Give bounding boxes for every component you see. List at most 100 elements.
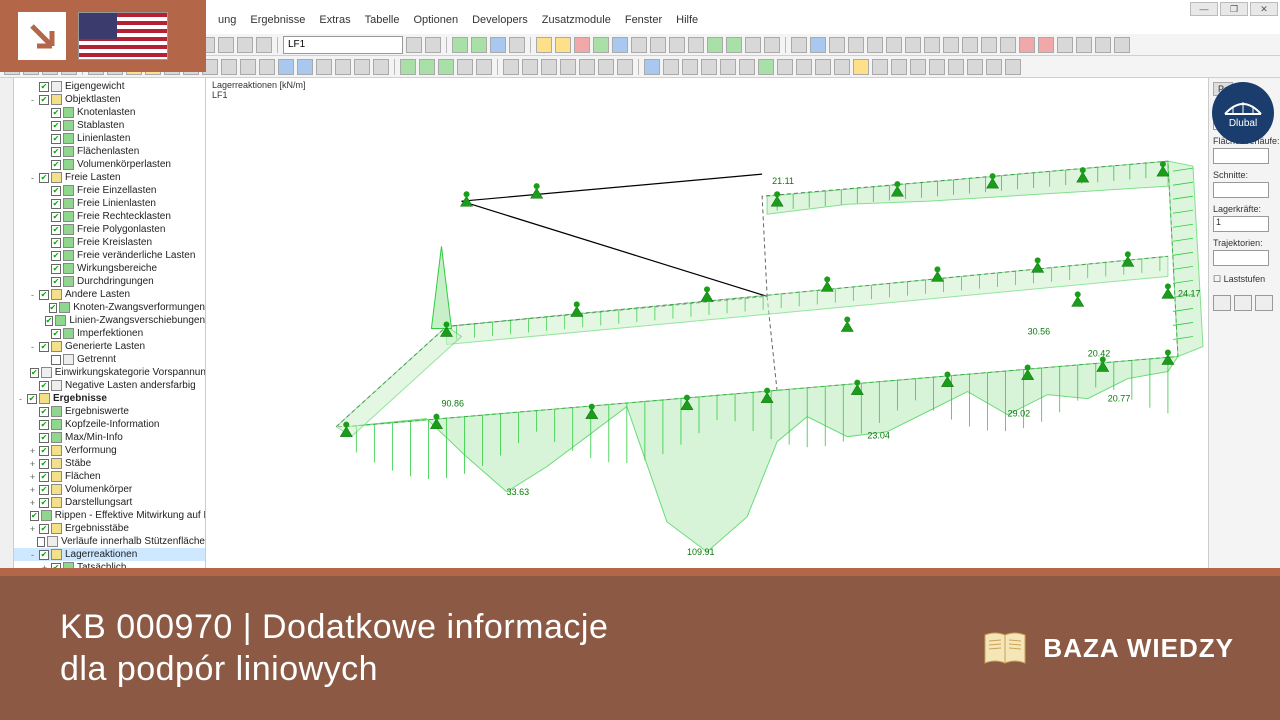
tree-item[interactable]: ✔Volumenkörperlasten xyxy=(14,158,205,171)
minimize-button[interactable]: — xyxy=(1190,2,1218,16)
menu-hilfe[interactable]: Hilfe xyxy=(676,14,698,32)
toolbar-icon[interactable] xyxy=(579,59,595,75)
toolbar-icon[interactable] xyxy=(810,37,826,53)
tree-item[interactable]: ✔Linienlasten xyxy=(14,132,205,145)
toolbar-icon[interactable] xyxy=(406,37,422,53)
toolbar-icon[interactable] xyxy=(924,37,940,53)
toolbar-icon[interactable] xyxy=(452,37,468,53)
toolbar-icon[interactable] xyxy=(560,59,576,75)
menu-tabelle[interactable]: Tabelle xyxy=(365,14,400,32)
toolbar-icon[interactable] xyxy=(867,37,883,53)
tree-item[interactable]: ✔Flächenlasten xyxy=(14,145,205,158)
toolbar-icon[interactable] xyxy=(419,59,435,75)
toolbar-icon[interactable] xyxy=(259,59,275,75)
toolbar-icon[interactable] xyxy=(682,59,698,75)
toolbar-icon[interactable] xyxy=(631,37,647,53)
toolbar-icon[interactable] xyxy=(1005,59,1021,75)
menu-ung[interactable]: ung xyxy=(218,14,236,32)
toolbar-icon[interactable] xyxy=(688,37,704,53)
toolbar-icon[interactable] xyxy=(745,37,761,53)
menu-fenster[interactable]: Fenster xyxy=(625,14,662,32)
toolbar-icon[interactable] xyxy=(457,59,473,75)
toolbar-icon[interactable] xyxy=(278,59,294,75)
toolbar-icon[interactable] xyxy=(886,37,902,53)
toolbar-icon[interactable] xyxy=(574,37,590,53)
tree-item[interactable]: ✔Eigengewicht xyxy=(14,80,205,93)
toolbar-icon[interactable] xyxy=(967,59,983,75)
toolbar-icon[interactable] xyxy=(316,59,332,75)
lager-input[interactable]: 1 xyxy=(1213,216,1269,232)
menu-extras[interactable]: Extras xyxy=(319,14,350,32)
menu-developers[interactable]: Developers xyxy=(472,14,528,32)
toolbar-icon[interactable] xyxy=(612,37,628,53)
tree-item[interactable]: ✔Einwirkungskategorie Vorspannung xyxy=(14,366,205,379)
tree-item[interactable]: ✔Ergebniswerte xyxy=(14,405,205,418)
toolbar-icon[interactable] xyxy=(438,59,454,75)
menu-ergebnisse[interactable]: Ergebnisse xyxy=(250,14,305,32)
toolbar-icon[interactable] xyxy=(650,37,666,53)
model-viewport[interactable]: Lagerreaktionen [kN/m]LF1 21.1130.5620.4… xyxy=(206,78,1208,576)
toolbar-icon[interactable] xyxy=(739,59,755,75)
tree-item[interactable]: ✔Kopfzeile-Information xyxy=(14,418,205,431)
toolbar-icon[interactable] xyxy=(218,37,234,53)
toolbar-icon[interactable] xyxy=(910,59,926,75)
flaechen-input[interactable] xyxy=(1213,148,1269,164)
toolbar-icon[interactable] xyxy=(1076,37,1092,53)
toolbar-icon[interactable] xyxy=(669,37,685,53)
toolbar-icon[interactable] xyxy=(834,59,850,75)
toolbar-icon[interactable] xyxy=(373,59,389,75)
menu-zusatzmodule[interactable]: Zusatzmodule xyxy=(542,14,611,32)
toolbar-icon[interactable] xyxy=(777,59,793,75)
toolbar-icon[interactable] xyxy=(503,59,519,75)
toolbar-icon[interactable] xyxy=(707,37,723,53)
close-button[interactable]: ✕ xyxy=(1250,2,1278,16)
tree-item[interactable]: ✔Freie Kreislasten xyxy=(14,236,205,249)
toolbar-icon[interactable] xyxy=(962,37,978,53)
toolbar-icon[interactable] xyxy=(541,59,557,75)
menu-optionen[interactable]: Optionen xyxy=(413,14,458,32)
navigator-tree[interactable]: ✔Eigengewicht-✔Objektlasten✔Knotenlasten… xyxy=(14,78,206,576)
tree-item[interactable]: -✔Andere Lasten xyxy=(14,288,205,301)
toolbar-icon[interactable] xyxy=(1095,37,1111,53)
toolbar-icon[interactable] xyxy=(1057,37,1073,53)
toolbar-icon[interactable] xyxy=(853,59,869,75)
toolbar-icon[interactable] xyxy=(981,37,997,53)
toolbar-icon[interactable] xyxy=(891,59,907,75)
panel-btn-1[interactable] xyxy=(1213,295,1231,311)
toolbar-icon[interactable] xyxy=(644,59,660,75)
loadcase-combo[interactable]: LF1 xyxy=(283,36,403,54)
toolbar-icon[interactable] xyxy=(536,37,552,53)
toolbar-icon[interactable] xyxy=(829,37,845,53)
tree-item[interactable]: ✔Freie Polygonlasten xyxy=(14,223,205,236)
tree-item[interactable]: ✔Linien-Zwangsverschiebungen xyxy=(14,314,205,327)
schnitte-input[interactable] xyxy=(1213,182,1269,198)
maximize-button[interactable]: ❐ xyxy=(1220,2,1248,16)
toolbar-icon[interactable] xyxy=(905,37,921,53)
tree-item[interactable]: ✔Freie Einzellasten xyxy=(14,184,205,197)
tree-item[interactable]: ✔Imperfektionen xyxy=(14,327,205,340)
toolbar-icon[interactable] xyxy=(555,37,571,53)
toolbar-icon[interactable] xyxy=(796,59,812,75)
tree-item[interactable]: +✔Verformung xyxy=(14,444,205,457)
toolbar-icon[interactable] xyxy=(815,59,831,75)
toolbar-icon[interactable] xyxy=(237,37,253,53)
toolbar-icon[interactable] xyxy=(335,59,351,75)
toolbar-icon[interactable] xyxy=(354,59,370,75)
laststufen-checkbox[interactable]: ☐ Laststufen xyxy=(1213,274,1276,285)
tree-item[interactable]: ✔Freie veränderliche Lasten xyxy=(14,249,205,262)
tree-item[interactable]: ✔Freie Linienlasten xyxy=(14,197,205,210)
tree-item[interactable]: +✔Darstellungsart xyxy=(14,496,205,509)
toolbar-icon[interactable] xyxy=(701,59,717,75)
tree-item[interactable]: ✔Durchdringungen xyxy=(14,275,205,288)
toolbar-icon[interactable] xyxy=(476,59,492,75)
toolbar-icon[interactable] xyxy=(522,59,538,75)
toolbar-icon[interactable] xyxy=(509,37,525,53)
toolbar-icon[interactable] xyxy=(1038,37,1054,53)
toolbar-icon[interactable] xyxy=(221,59,237,75)
tree-item[interactable]: -✔Generierte Lasten xyxy=(14,340,205,353)
tree-item[interactable]: Getrennt xyxy=(14,353,205,366)
tree-item[interactable]: -✔Lagerreaktionen xyxy=(14,548,205,561)
toolbar-icon[interactable] xyxy=(425,37,441,53)
tree-item[interactable]: ✔Knotenlasten xyxy=(14,106,205,119)
tree-item[interactable]: ✔Rippen - Effektive Mitwirkung auf Flä xyxy=(14,509,205,522)
